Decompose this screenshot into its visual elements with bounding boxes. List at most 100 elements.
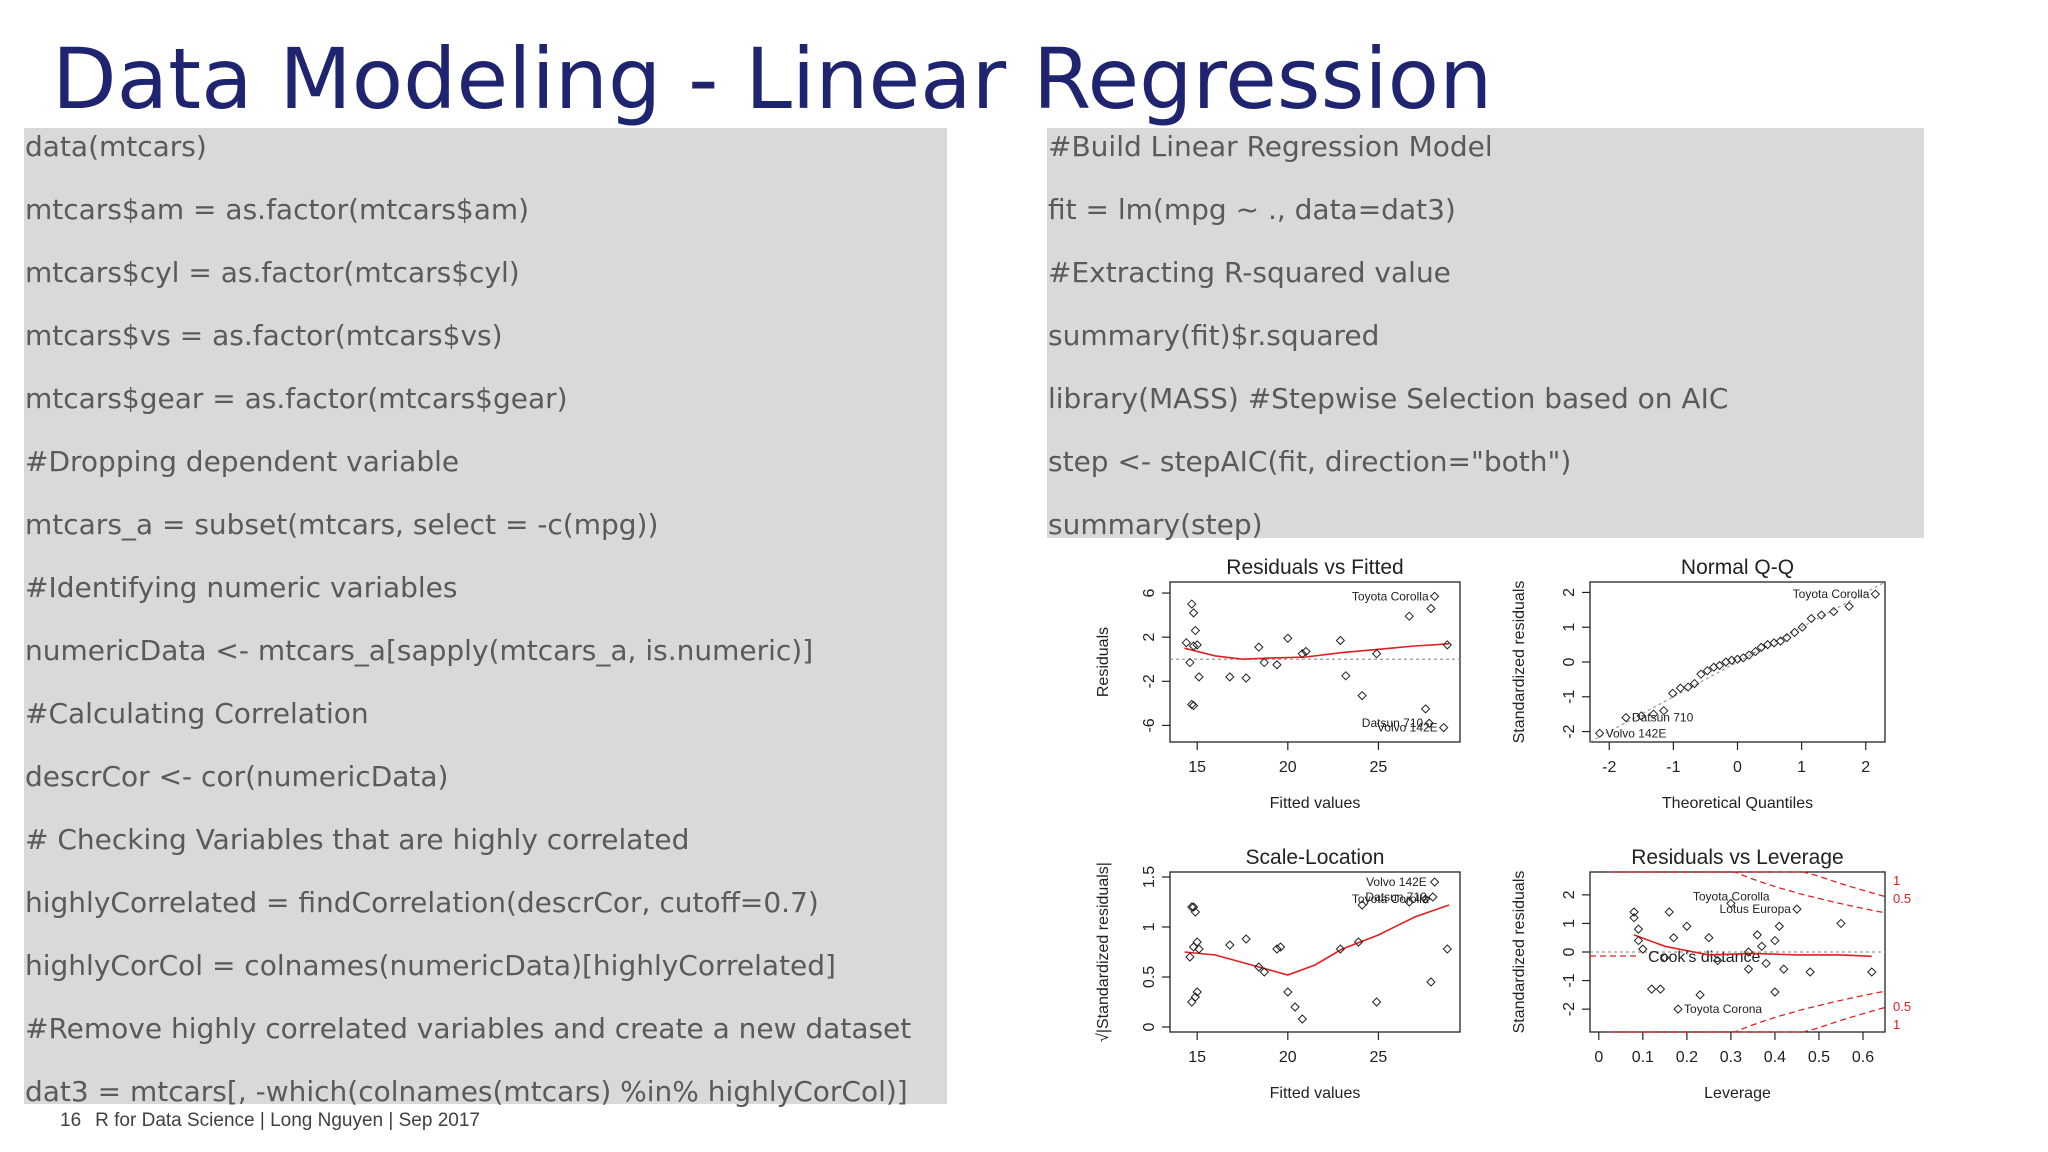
data-point <box>1438 722 1449 733</box>
cooks-distance-curve <box>1612 871 1886 914</box>
data-point <box>1254 642 1264 652</box>
data-point <box>1744 650 1754 660</box>
data-point <box>1188 942 1199 952</box>
code-line: # Checking Variables that are highly cor… <box>25 823 690 856</box>
x-tick-label: 0 <box>1733 759 1742 776</box>
data-point <box>1297 649 1308 659</box>
code-block-right: #Build Linear Regression Model fit = lm(m… <box>1047 128 1924 541</box>
data-point <box>1660 953 1670 963</box>
chart-title: Normal Q-Q <box>1681 556 1794 579</box>
data-point <box>1420 704 1431 714</box>
data-point <box>1638 944 1648 954</box>
data-point <box>1297 1014 1308 1024</box>
data-point <box>1629 907 1639 917</box>
y-tick-label: 6 <box>1141 588 1158 597</box>
code-line: mtcars$am = as.factor(mtcars$am) <box>25 193 530 226</box>
data-point <box>1789 627 1800 638</box>
code-line: summary(fit)$r.squared <box>1048 319 1380 352</box>
data-point <box>1816 610 1827 620</box>
diagnostic-plots: Residuals vs Fitted Fitted values Residual… <box>1060 542 1920 1137</box>
data-point <box>1828 606 1839 617</box>
chart-title: Residuals vs Leverage <box>1631 846 1843 869</box>
smooth-line <box>1184 643 1450 661</box>
data-point <box>1675 683 1686 693</box>
data-point <box>1761 958 1771 969</box>
x-axis-label: Fitted values <box>1270 795 1361 812</box>
data-point <box>1259 967 1269 977</box>
y-tick-label: 0 <box>1141 1022 1158 1031</box>
code-line: #Calculating Correlation <box>25 697 369 730</box>
x-tick-label: 0 <box>1594 1049 1603 1066</box>
data-point <box>1225 940 1235 950</box>
code-line: dat3 = mtcars[, -which(colnames(mtcars) … <box>25 1075 908 1108</box>
data-point <box>1283 633 1293 643</box>
data-point <box>1792 904 1802 914</box>
data-point <box>1774 921 1785 931</box>
y-axis-label: Standardized residuals <box>1511 871 1528 1034</box>
data-point <box>1633 924 1644 934</box>
data-point <box>1194 944 1204 954</box>
y-tick-label: -2 <box>1141 674 1158 688</box>
point-label: Volvo 142E <box>1606 726 1667 740</box>
data-point <box>1241 934 1251 944</box>
point-label: Datsun 710 <box>1362 716 1424 730</box>
x-tick-label: 15 <box>1188 759 1206 776</box>
data-point <box>1241 673 1251 683</box>
code-line: descrCor <- cor(numericData) <box>25 760 449 793</box>
diagnostic-plots-svg: Residuals vs Fitted Fitted values Residual… <box>1095 556 1911 1102</box>
code-line: library(MASS) #Stepwise Selection based … <box>1048 382 1729 415</box>
data-point <box>1750 646 1761 657</box>
data-point <box>1712 955 1723 966</box>
data-point <box>1867 967 1877 977</box>
data-point <box>1775 636 1786 646</box>
y-tick-label: 1 <box>1561 919 1578 928</box>
cooks-legend-label: Cook's distance <box>1648 949 1761 966</box>
smooth-line <box>1633 934 1872 958</box>
data-point <box>1341 671 1351 681</box>
x-tick-label: 25 <box>1370 1049 1388 1066</box>
point-label: Lotus Europa <box>1720 902 1792 916</box>
y-axis-label: Standardized residuals <box>1511 581 1528 744</box>
data-point <box>1190 625 1201 636</box>
footer-text: R for Data Science | Long Nguyen | Sep 2… <box>95 1110 480 1131</box>
data-point <box>1752 930 1763 940</box>
x-tick-label: -1 <box>1666 759 1680 776</box>
data-point <box>1442 640 1453 650</box>
code-line: highlyCorrelated = findCorrelation(descr… <box>25 886 819 919</box>
data-point <box>1192 640 1202 650</box>
data-point <box>1371 997 1382 1007</box>
data-point <box>1648 709 1659 719</box>
y-tick-label: 1 <box>1561 623 1578 632</box>
data-point <box>1726 898 1736 909</box>
x-tick-label: 0.3 <box>1720 1049 1742 1066</box>
code-line: #Dropping dependent variable <box>25 445 460 478</box>
smooth-line <box>1184 904 1450 976</box>
x-tick-label: 0.2 <box>1676 1049 1698 1066</box>
x-axis-label: Theoretical Quantiles <box>1662 795 1813 812</box>
x-tick-label: 2 <box>1861 759 1870 776</box>
y-tick-label: -6 <box>1141 718 1158 732</box>
point-label: Toyota Corolla <box>1693 889 1770 903</box>
cooks-distance-curve <box>1612 1006 1886 1033</box>
y-axis-label: Residuals <box>1095 627 1112 697</box>
data-point <box>1756 642 1766 653</box>
chart-panel: Residuals vs Fitted Fitted values Residual… <box>1095 556 1461 812</box>
data-point <box>1429 877 1440 887</box>
y-tick-label: 0 <box>1561 657 1578 666</box>
x-tick-label: 25 <box>1370 759 1388 776</box>
data-point <box>1426 977 1436 987</box>
data-point <box>1225 672 1235 682</box>
x-tick-label: 20 <box>1279 759 1297 776</box>
data-point <box>1743 964 1754 974</box>
x-tick-label: 0.1 <box>1632 1049 1654 1066</box>
code-line: #Remove highly correlated variables and … <box>25 1012 912 1045</box>
y-tick-label: 2 <box>1561 588 1578 597</box>
data-point <box>1646 984 1657 994</box>
y-tick-label: 0.5 <box>1141 966 1158 988</box>
y-axis-label: √|Standardized residuals| <box>1095 862 1112 1042</box>
data-point <box>1655 984 1666 994</box>
data-point <box>1594 728 1605 739</box>
data-point <box>1357 690 1367 701</box>
code-line: highlyCorCol = colnames(numericData)[hig… <box>25 949 836 982</box>
data-point <box>1420 894 1431 904</box>
